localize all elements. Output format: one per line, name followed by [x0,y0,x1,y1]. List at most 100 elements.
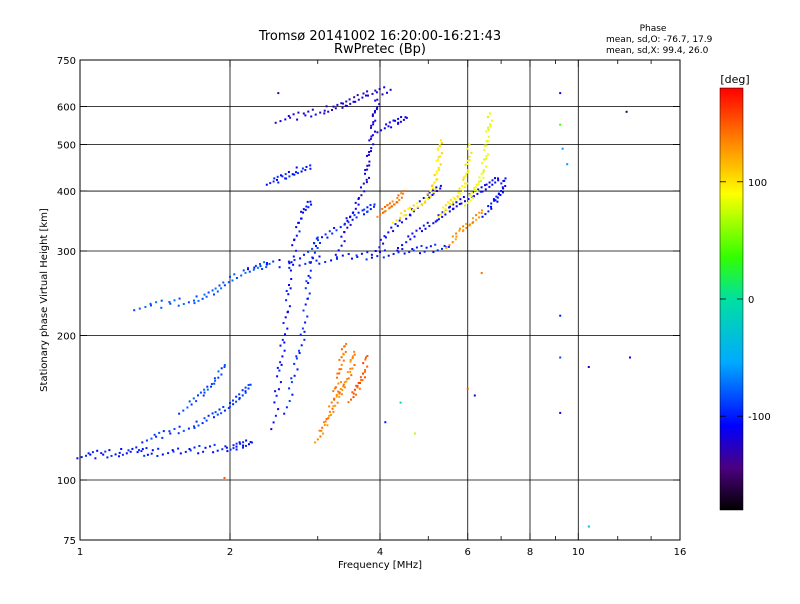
data-point-isolated [566,163,569,166]
data-point [307,282,310,284]
data-point [371,115,374,117]
data-point [338,391,341,394]
data-point [397,117,400,120]
data-point [345,105,348,107]
data-point [336,257,338,260]
data-point [286,327,289,330]
data-point [455,235,458,238]
data-point [145,439,148,442]
data-point [472,196,474,199]
data-point [220,287,223,290]
data-point [372,143,375,146]
data-point [216,290,219,293]
data-point [343,386,346,389]
data-point [335,229,338,232]
data-point [504,185,507,187]
data-point [485,183,488,186]
data-point [492,198,495,201]
data-point [479,190,482,193]
data-point [401,244,404,247]
data-point [293,259,296,261]
data-point [309,200,312,203]
data-point [452,207,455,210]
data-point [177,304,180,307]
data-point [408,213,411,216]
data-point [396,249,399,252]
data-point [207,414,210,417]
data-point [149,302,152,305]
data-point [346,378,349,380]
data-point [353,350,356,353]
data-point [370,147,373,150]
data-point [475,218,478,221]
data-point [80,456,83,459]
data-point [291,393,294,396]
data-point [470,195,473,198]
data-point [313,251,316,254]
data-point [138,307,141,310]
data-point [94,457,97,460]
y-axis-label: Stationary phase Virtual Height [km] [39,208,50,392]
data-point [223,284,226,287]
data-point [361,96,364,99]
data-point [429,245,432,248]
data-point [321,236,323,239]
data-point [328,230,331,233]
data-point [323,112,326,115]
data-point [362,92,365,95]
data-point [326,424,329,427]
data-point [434,188,437,191]
data-point [413,208,416,211]
data-point-isolated [587,366,590,368]
data-point [340,235,343,238]
y-axis: 75 100 200 300 400 500 600 750 [57,56,680,547]
data-point [279,120,282,123]
data-point [421,230,423,233]
data-point [382,242,385,245]
data-point [416,206,419,209]
data-point [468,143,471,146]
data-point [339,388,342,390]
data-point [304,262,307,265]
data-point [295,234,298,237]
data-point [226,450,229,453]
data-point [188,400,191,403]
data-point [138,449,140,452]
data-point [436,147,439,150]
data-point [155,301,158,304]
data-point [367,153,370,156]
data-point [388,202,391,205]
data-point [85,454,87,457]
data-point [195,295,198,298]
data-point [376,215,379,218]
data-point-isolated [480,272,483,274]
data-point [160,306,163,309]
data-point [385,123,388,126]
data-point [343,381,346,384]
data-point [341,254,344,257]
data-point [375,108,378,111]
data-point [158,431,161,434]
data-point [252,268,255,271]
data-point [363,213,365,216]
data-point [366,355,369,357]
grid [80,60,680,540]
data-point [245,439,248,442]
data-point-isolated [625,110,628,113]
data-point [242,446,244,449]
data-point [458,187,461,190]
data-point [287,293,290,296]
data-point [434,220,437,223]
data-point [448,210,451,213]
data-point [376,106,379,109]
data-point [136,451,139,454]
data-point [213,377,216,380]
data-point [472,217,474,220]
data-point [405,217,408,220]
data-point-isolated [629,356,631,359]
data-point [441,211,444,214]
data-point [295,249,297,252]
data-point [178,425,181,428]
data-point [353,96,356,99]
data-point [266,262,268,264]
